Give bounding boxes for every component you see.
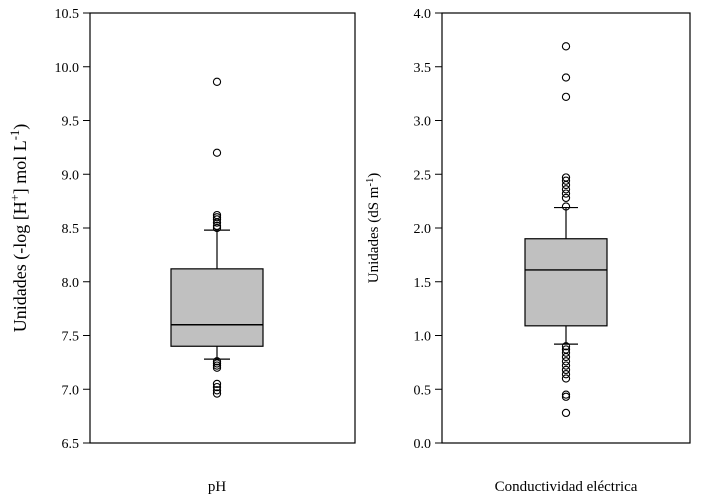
panel-2-y-axis-title-part: -1 bbox=[365, 178, 376, 187]
panel-2-outlier-point bbox=[561, 185, 571, 194]
panel-1-outlier-point bbox=[212, 382, 222, 392]
panel-2-iqr-box bbox=[524, 238, 608, 327]
panel-1-outlier-point bbox=[212, 361, 222, 370]
panel-1-outlier-point bbox=[212, 223, 222, 233]
panel-1-ytick-label: 6.5 bbox=[62, 437, 80, 452]
panel-2-outlier-point bbox=[561, 42, 571, 51]
panel-2-outlier-point bbox=[561, 357, 571, 366]
panel-2-outlier-point bbox=[561, 361, 571, 370]
panel-1-outlier-point bbox=[212, 359, 222, 368]
panel-2-outlier-point bbox=[561, 73, 571, 82]
panel-2-outlier-point bbox=[561, 352, 571, 362]
panel-1-outlier-point bbox=[212, 357, 222, 366]
panel-2-ytick-label: 1.0 bbox=[414, 330, 432, 345]
panel-1-ytick-label: 9.5 bbox=[62, 115, 80, 130]
panel-2-outlier-point bbox=[561, 176, 571, 185]
panel-1-outlier-point bbox=[212, 379, 222, 389]
panel-2-ytick-label: 2.0 bbox=[414, 222, 432, 237]
panel-2-y-axis-title: Unidades (dS m-1) bbox=[365, 173, 383, 283]
panel-2-outlier-point bbox=[561, 92, 571, 101]
panel-1-y-axis-title-part: ] mol L bbox=[10, 140, 30, 194]
panel-2-outlier-point bbox=[561, 390, 571, 399]
panel-1-outlier-point bbox=[212, 221, 222, 230]
panel-2-outlier-point bbox=[561, 202, 571, 211]
panel-1-ytick-label: 7.0 bbox=[62, 383, 80, 398]
panel-2-outlier-point bbox=[561, 342, 571, 351]
panel-1-ytick-label: 10.0 bbox=[55, 61, 80, 76]
panel-1-outlier-point bbox=[212, 218, 222, 227]
panel-1-y-axis-title-part: Unidades (-log [H bbox=[10, 201, 31, 332]
panel-1-outlier-point bbox=[212, 215, 222, 224]
panel-2-outlier-point bbox=[561, 348, 571, 357]
panel-2-outlier-point bbox=[561, 180, 571, 190]
panel-1-y-axis-title-part: -1 bbox=[8, 130, 22, 141]
panel-2-ytick-label: 4.0 bbox=[414, 7, 432, 22]
panel-1-ytick-label: 9.0 bbox=[62, 168, 80, 183]
panel-1-outlier-point bbox=[212, 363, 222, 372]
panel-2-outlier-point bbox=[561, 365, 571, 375]
panel-2-outlier-point bbox=[561, 374, 571, 383]
panel-1-category-label: pH bbox=[208, 479, 227, 495]
panel-2-outlier-point bbox=[561, 193, 571, 203]
panel-2-y-axis-title-part: Unidades (dS m bbox=[366, 186, 382, 283]
panel-1-outlier-point bbox=[212, 77, 222, 86]
panel-1-y-axis-title-part: + bbox=[8, 194, 22, 201]
panel-2-ytick-label: 3.5 bbox=[414, 61, 432, 76]
panel-1-iqr-box bbox=[170, 268, 264, 347]
panel-2-ytick-label: 0.0 bbox=[414, 437, 432, 452]
panel-2-outlier-point bbox=[561, 189, 571, 198]
panel-1-outlier-point bbox=[212, 386, 222, 395]
panel-1-ytick-label: 8.0 bbox=[62, 276, 80, 291]
panel-1-y-axis-title: Unidades (-log [H+] mol L-1) bbox=[8, 124, 31, 333]
panel-1-outlier-point bbox=[212, 148, 222, 157]
panel-2-outlier-point bbox=[561, 392, 571, 401]
panel-2-outlier-point bbox=[561, 370, 571, 379]
panel-1-outlier-point bbox=[212, 389, 222, 398]
panel-2-ytick-label: 1.5 bbox=[414, 276, 432, 291]
panel-1-ytick-label: 8.5 bbox=[62, 222, 80, 237]
panel-2-ytick-label: 3.0 bbox=[414, 115, 432, 130]
panel-2-outlier-point bbox=[561, 408, 571, 418]
panel-1-ytick-label: 7.5 bbox=[62, 330, 80, 345]
panel-2-category-label: Conductividad eléctrica bbox=[495, 479, 638, 495]
panel-1-ytick-label: 10.5 bbox=[55, 7, 80, 22]
panel-1-y-axis-title-part: ) bbox=[10, 124, 31, 130]
panel-1-outlier-point bbox=[212, 213, 222, 222]
panel-2-ytick-label: 2.5 bbox=[414, 168, 432, 183]
panel-2-ytick-label: 0.5 bbox=[414, 383, 432, 398]
panel-1-plot-frame bbox=[89, 12, 356, 444]
panel-2-y-axis-title-part: ) bbox=[366, 173, 382, 178]
